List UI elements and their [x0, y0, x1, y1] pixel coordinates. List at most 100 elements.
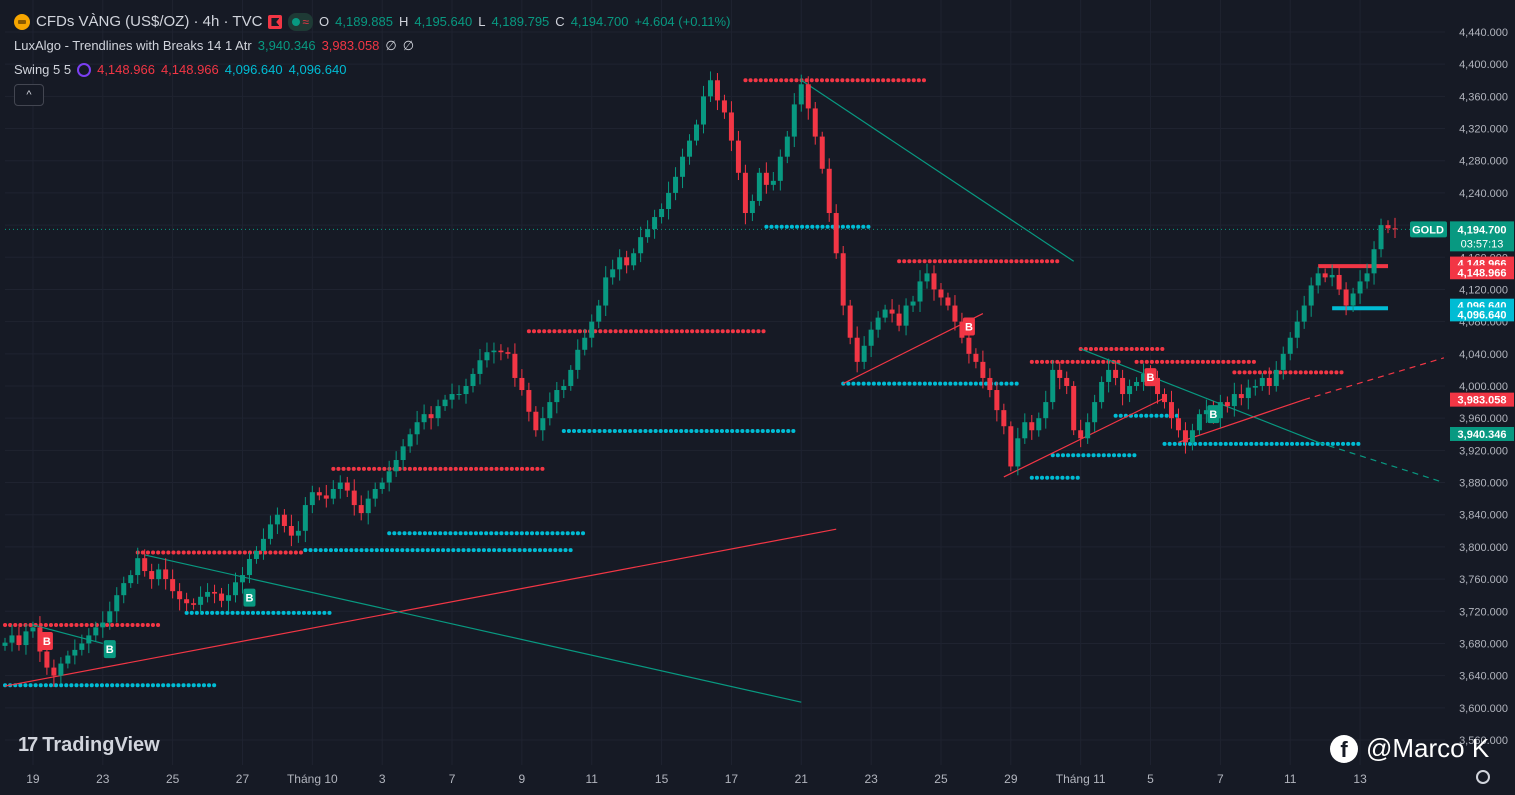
candle-body: [337, 482, 343, 489]
open-label: O: [319, 14, 330, 29]
candle-body: [714, 80, 720, 101]
signal-badge-bg: [962, 317, 975, 336]
candle-body: [987, 377, 993, 391]
candle-body: [358, 505, 364, 514]
candle-body: [1085, 422, 1091, 439]
wave-icon: ≈: [302, 15, 310, 29]
candle-body: [86, 635, 92, 644]
candle-body: [589, 321, 595, 338]
candle-body: [58, 663, 64, 676]
candle-body: [163, 569, 169, 580]
candle-body: [1336, 274, 1342, 290]
candle-body: [198, 596, 204, 605]
candle-body: [246, 558, 252, 576]
time-tick-label: 27: [236, 772, 250, 786]
low-value: 4,189.795: [491, 14, 550, 29]
candle-body: [428, 414, 434, 419]
candle-body: [854, 337, 860, 362]
candle-body: [694, 124, 700, 141]
luxalgo-value-3: ∅: [385, 38, 397, 53]
swing-name[interactable]: Swing 5 5: [14, 62, 72, 77]
candle-body: [205, 591, 211, 597]
candle-body: [1182, 430, 1188, 443]
price-tick-label: 4,240.000: [1459, 188, 1508, 200]
candle-body: [386, 471, 392, 483]
close-value: 4,194.700: [570, 14, 629, 29]
time-tick-label: 7: [449, 772, 456, 786]
candle-body: [393, 460, 399, 472]
price-tick-label: 3,880.000: [1459, 478, 1508, 490]
swing-row[interactable]: Swing 5 5 4,148.966 4,148.966 4,096.640 …: [14, 58, 730, 82]
symbol-title[interactable]: CFDs VÀNG (US$/OZ) · 4h · TVC: [36, 13, 263, 30]
candle-body: [1252, 386, 1258, 388]
candle-body: [1022, 422, 1028, 439]
time-tick-label: 21: [795, 772, 809, 786]
candle-body: [1029, 422, 1035, 431]
candle-body: [1385, 225, 1391, 229]
tradingview-mark-icon: 17: [18, 734, 38, 756]
indicator-loading-icon: [77, 63, 92, 77]
candle-body: [309, 492, 315, 506]
candle-body: [177, 591, 183, 600]
time-tick-label: 3: [379, 772, 386, 786]
candle-body: [281, 514, 287, 526]
price-tag-bg: [1450, 392, 1514, 407]
break-signal-bear: B: [1144, 368, 1157, 387]
price-tick-label: 3,920.000: [1459, 445, 1508, 457]
price-tick-label: 3,840.000: [1459, 510, 1508, 522]
symbol-tag-bg: [1410, 221, 1447, 238]
candle-body: [728, 112, 734, 141]
chart-grid: [5, 0, 1445, 765]
tradingview-logo[interactable]: 17 TradingView: [18, 734, 160, 757]
candle-body: [1392, 228, 1398, 230]
candle-body: [1120, 377, 1126, 395]
facebook-icon: f: [1330, 734, 1358, 763]
price-axis: 4,440.000 4,400.000 4,360.000 4,320.000 4,28…: [1459, 27, 1508, 747]
last-price-tag: 4,194.700 03:57:13: [1450, 221, 1514, 252]
trendline-tag-lower: 3,940.346: [1450, 426, 1514, 441]
candle-body: [435, 406, 441, 419]
candle-body: [442, 399, 448, 407]
candle-body: [652, 217, 658, 230]
candle-body: [1287, 337, 1293, 354]
time-tick-label: 29: [1004, 772, 1018, 786]
candle-body: [1350, 293, 1356, 306]
collapse-legend-button[interactable]: ^: [14, 84, 44, 106]
market-status-pill[interactable]: ≈: [288, 13, 314, 31]
trendline-resistance-ext: [1317, 441, 1445, 484]
candle-body: [575, 349, 581, 370]
break-signal-bear: B: [962, 317, 975, 336]
time-tick-label: Tháng 10: [287, 772, 338, 786]
candle-body: [1315, 273, 1321, 286]
price-tick-label: 3,720.000: [1459, 606, 1508, 618]
candle-body: [777, 156, 783, 181]
candle-body: [833, 213, 839, 254]
candle-body: [128, 575, 134, 584]
gear-icon[interactable]: [1476, 770, 1490, 784]
signal-badge-bg: [1207, 405, 1220, 424]
flag-icon[interactable]: [268, 15, 283, 29]
candle-body: [1141, 373, 1147, 382]
candle-body: [889, 309, 895, 314]
candle-body: [400, 446, 406, 461]
price-tick-label: 4,400.000: [1459, 59, 1508, 71]
candle-body: [512, 353, 518, 378]
candle-body: [568, 369, 574, 386]
candle-body: [1036, 418, 1042, 431]
candle-body: [896, 313, 902, 326]
time-tick-label: 19: [26, 772, 40, 786]
luxalgo-row[interactable]: LuxAlgo - Trendlines with Breaks 14 1 At…: [14, 34, 730, 58]
candle-body: [903, 305, 909, 326]
candle-body: [1071, 386, 1077, 431]
price-tag-text: 3,983.058: [1458, 395, 1507, 407]
time-tick-label: Tháng 11: [1056, 772, 1106, 786]
time-tick-label: 23: [864, 772, 878, 786]
signal-badge-text: B: [965, 321, 973, 333]
luxalgo-name[interactable]: LuxAlgo - Trendlines with Breaks 14 1 At…: [14, 38, 252, 53]
candle-body: [1050, 369, 1056, 403]
candle-body: [875, 317, 881, 330]
candle-body: [945, 297, 951, 306]
candle-body: [882, 309, 888, 318]
luxalgo-value-2: 3,983.058: [321, 38, 380, 53]
